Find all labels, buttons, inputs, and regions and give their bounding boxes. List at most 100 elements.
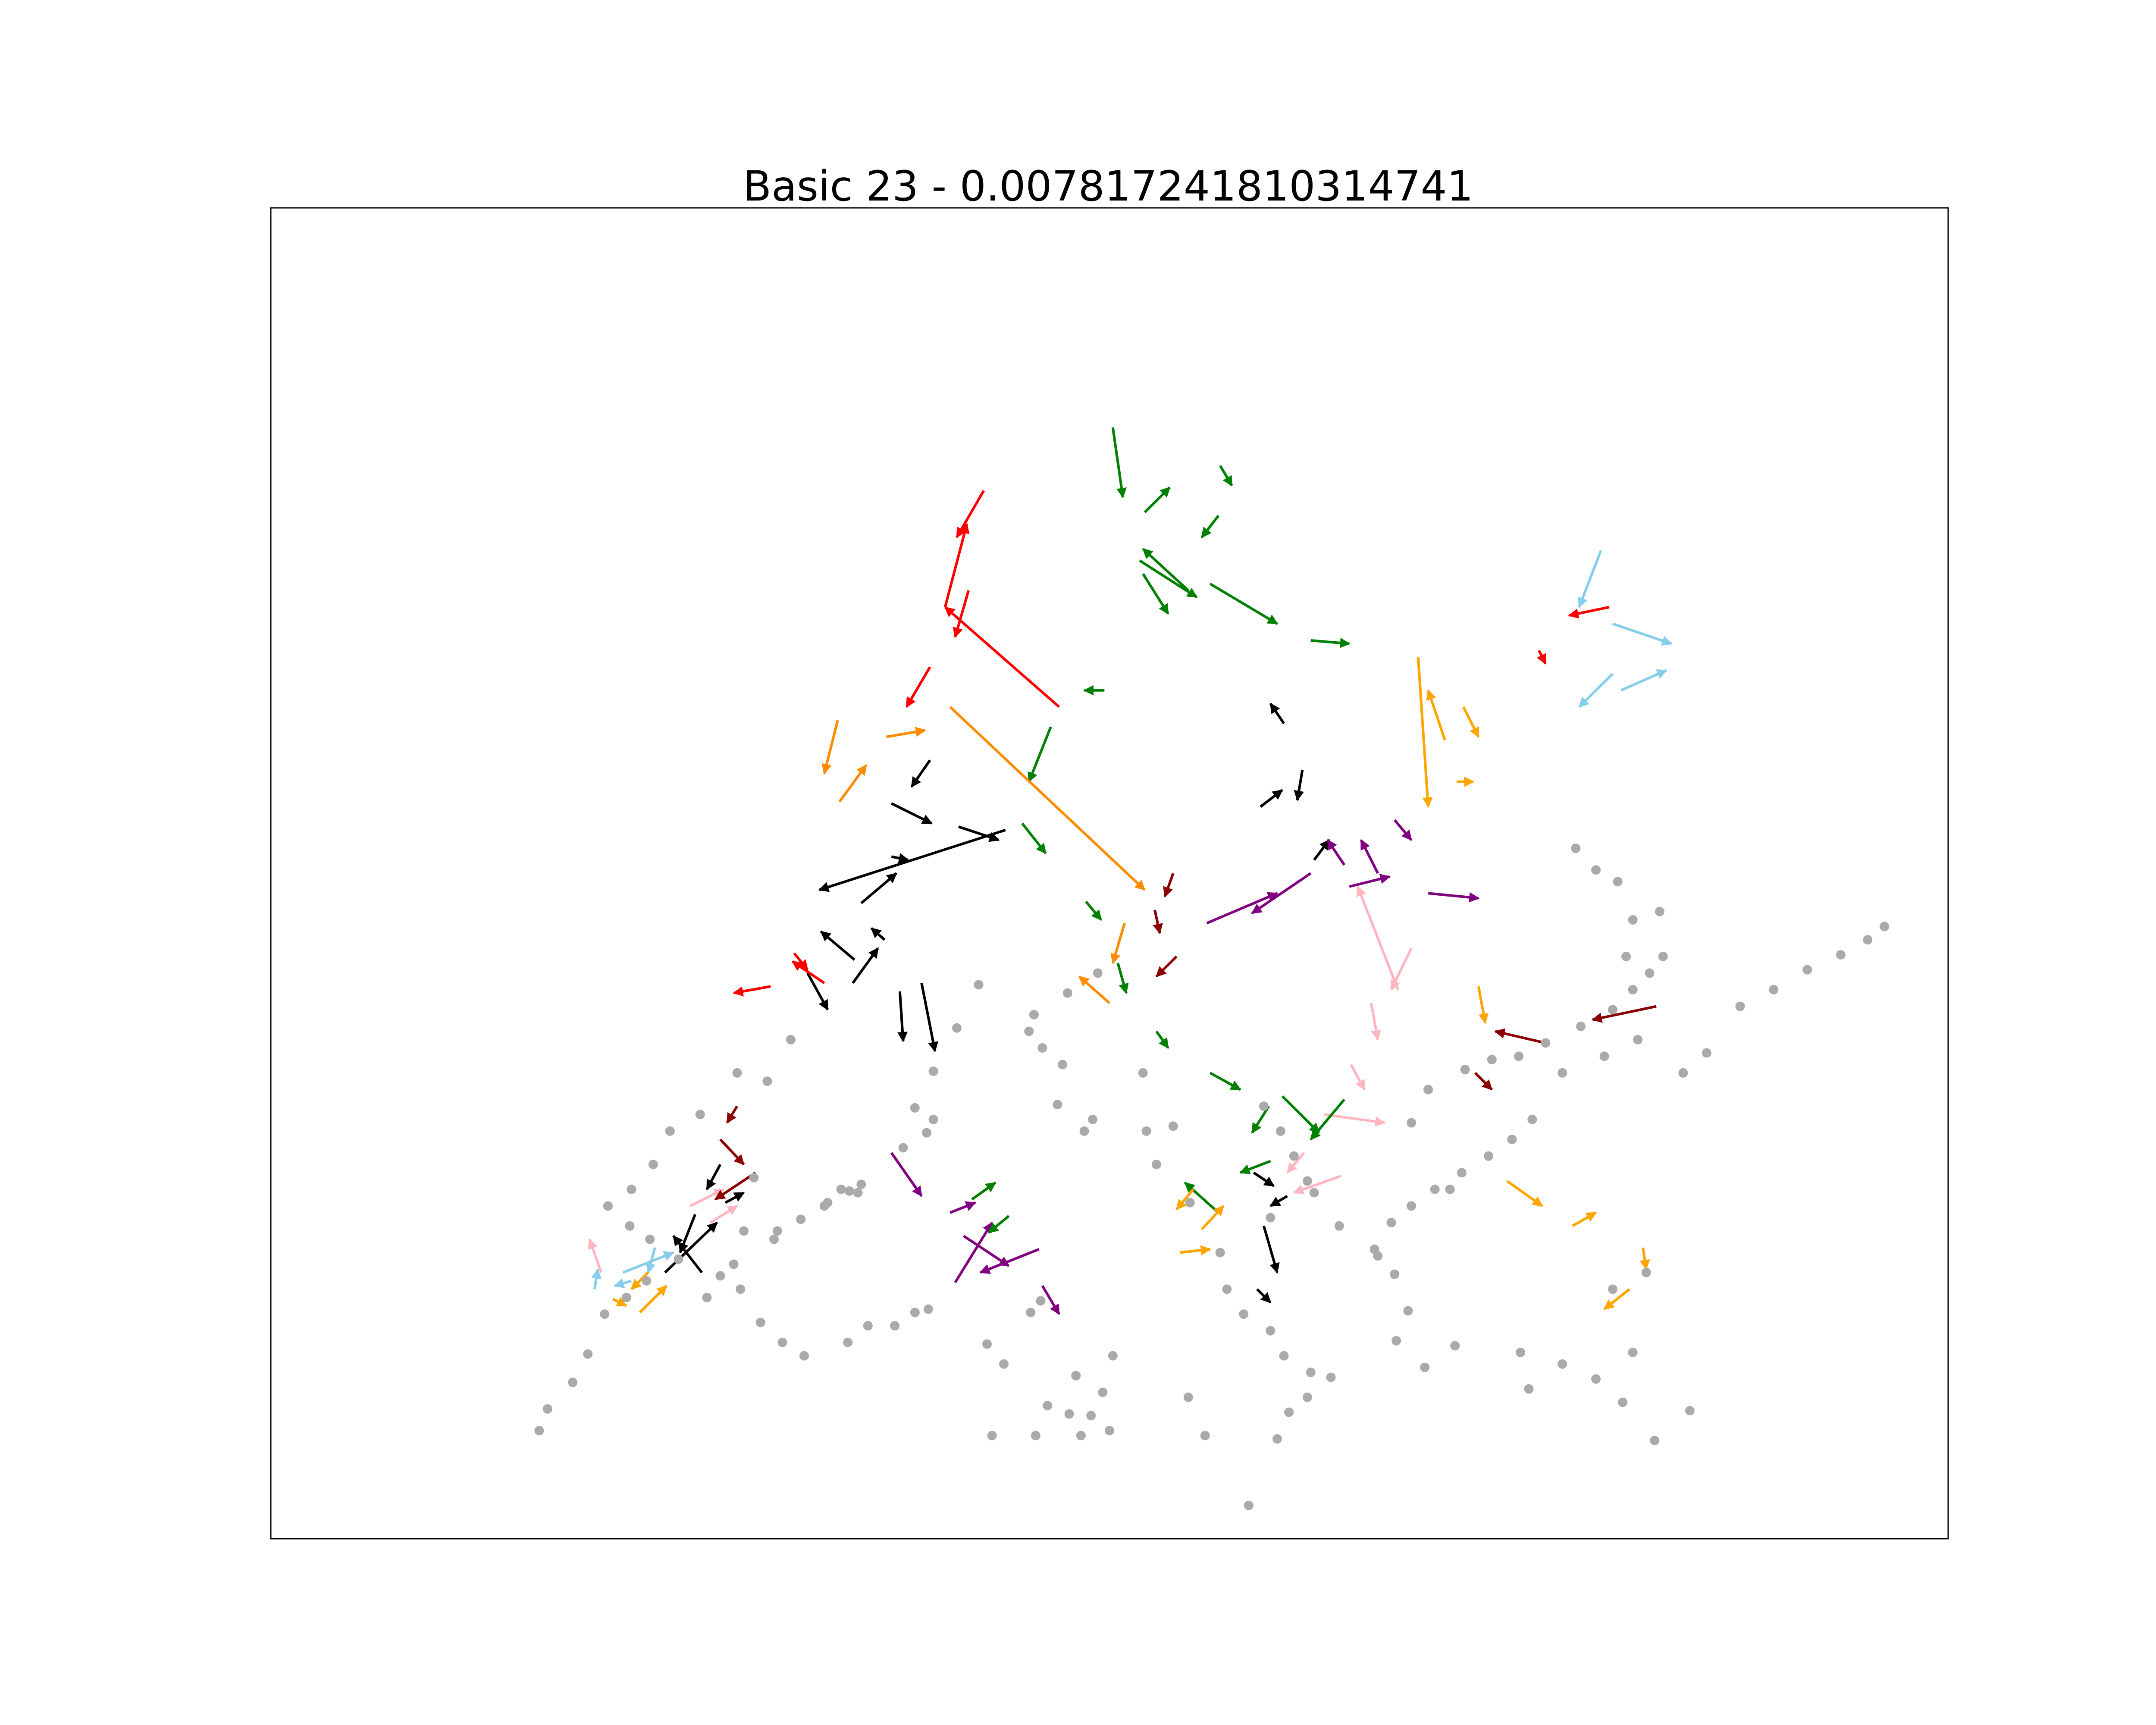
arrow-15-0 [705,1164,722,1191]
scatter-point-41 [1168,1121,1178,1131]
scatter-point-33 [1037,1043,1047,1053]
scatter-point-31 [1079,1126,1089,1136]
scatter-point-2 [1076,1430,1086,1440]
arrow-22-1 [1200,1205,1225,1230]
scatter-point-10 [1071,1371,1081,1380]
scatter-point-106 [645,1234,655,1244]
scatter-point-104 [603,1201,613,1211]
scatter-point-89 [1239,1309,1249,1319]
arrow-12-1 [1536,649,1547,665]
scatter-point-39 [1141,1126,1151,1136]
scatter-point-52 [1326,1372,1336,1382]
scatter-point-48 [1390,1269,1400,1279]
scatter-point-72 [1541,1038,1551,1048]
scatter-point-136 [1507,1135,1517,1145]
scatter-point-22 [898,1143,908,1153]
scatter-point-46 [1334,1221,1344,1231]
arrow-6-1 [950,1201,977,1214]
arrow-6-4 [954,1222,993,1283]
arrow-24-0 [1163,872,1175,898]
arrow-1-5 [1155,1030,1169,1049]
arrow-2-7 [1209,583,1279,625]
scatter-point-75 [1628,985,1638,994]
scatter-point-142 [1702,1048,1711,1058]
arrow-7-2 [1313,839,1330,861]
arrow-11-3 [1620,669,1667,692]
arrow-4-10 [897,991,908,1042]
scatter-point-7 [999,1359,1009,1369]
arrow-11-2 [1578,672,1614,708]
scatter-point-65 [1628,1348,1638,1357]
scatter-point-112 [568,1377,578,1387]
scatter-point-105 [625,1221,635,1231]
arrow-3-4 [1110,922,1126,964]
scatter-point-54 [1303,1393,1312,1402]
scatter-point-79 [1628,915,1638,925]
arrow-18-0 [726,1105,738,1124]
scatter-point-32 [1058,1060,1068,1070]
arrow-24-1 [1153,910,1163,935]
arrow-15-3 [724,1191,745,1204]
scatter-point-135 [1484,1151,1494,1161]
scatter-point-67 [1407,1118,1416,1128]
scatter-point-43 [1215,1248,1225,1258]
arrow-4-1 [890,802,933,825]
arrow-3-0 [821,720,839,775]
arrow-4-2 [958,825,1000,842]
arrow-22-0 [1175,1188,1194,1211]
scatter-point-139 [1599,1051,1609,1061]
scatter-point-61 [1650,1436,1660,1446]
scatter-point-86 [1289,1151,1299,1161]
point-layer [534,844,1890,1510]
arrow-4-5 [891,853,909,863]
arrow-21-1 [1269,1195,1288,1208]
scatter-point-51 [1420,1362,1430,1372]
scatter-point-97 [786,1035,796,1044]
arrow-8-0 [1206,892,1279,925]
arrow-25-1 [1360,839,1379,874]
arrow-4-8 [806,972,829,1011]
scatter-point-141 [1678,1068,1688,1078]
scatter-point-127 [819,1201,829,1211]
scatter-point-91 [1279,1351,1289,1361]
scatter-point-53 [1284,1407,1294,1417]
scatter-point-66 [1445,1184,1455,1194]
scatter-point-24 [928,1114,938,1124]
arrow-8-1 [1251,872,1312,915]
scatter-point-81 [1613,877,1623,887]
scatter-point-134 [1457,1168,1467,1178]
scatter-point-140 [1633,1035,1643,1044]
scatter-point-122 [755,1317,765,1327]
arrow-14-0 [1506,1180,1543,1207]
scatter-point-109 [621,1292,631,1302]
scatter-point-108 [642,1276,652,1286]
scatter-point-44 [1266,1213,1275,1223]
scatter-point-103 [627,1184,636,1194]
arrow-1-2 [1021,822,1047,854]
arrow-3-1 [838,764,868,803]
scatter-point-15 [729,1259,739,1269]
arrow-15-4 [672,1235,703,1273]
arrow-8-2 [1349,874,1391,888]
arrow-7-3 [1260,789,1283,808]
arrow-1-9 [1184,1182,1219,1214]
arrow-21-2 [1263,1225,1280,1274]
arrow-1-6 [1209,1072,1241,1091]
arrow-9-5 [1286,1152,1305,1174]
scatter-point-38 [1138,1068,1148,1078]
scatter-point-25 [910,1103,920,1113]
arrow-25-0 [1394,819,1413,841]
arrow-1-7 [1281,1095,1320,1134]
scatter-point-119 [843,1337,853,1347]
scatter-point-57 [1516,1348,1526,1357]
scatter-point-115 [863,1321,873,1331]
scatter-point-92 [1306,1367,1316,1377]
scatter-point-68 [1423,1085,1433,1095]
scatter-point-101 [665,1126,675,1136]
arrow-16-2 [591,1268,602,1289]
scatter-point-69 [1460,1065,1470,1075]
scatter-point-74 [1608,1005,1617,1015]
scatter-point-29 [1088,1114,1098,1124]
scatter-point-131 [1386,1218,1396,1228]
